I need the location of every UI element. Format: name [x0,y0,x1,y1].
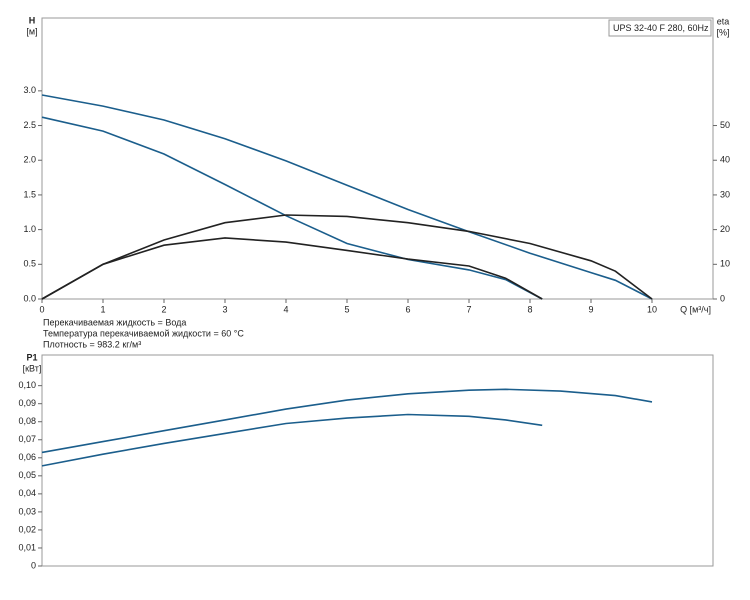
curve [41,388,653,454]
curve [41,214,653,300]
y-axis-label: H [29,15,36,25]
note: Плотность = 983.2 кг/м³ [43,339,141,349]
y-tick-label: 2.0 [23,155,36,165]
y-axis-label: P1 [26,352,37,362]
curve [41,94,653,300]
curve [41,413,543,467]
x-tick-label: 6 [405,304,410,314]
y2-tick-label: 10 [720,259,730,269]
curve [41,116,543,300]
legend-label: UPS 32-40 F 280, 60Hz [613,23,709,33]
y-tick-label: 0,06 [18,452,36,462]
y-tick-label: 0.5 [23,259,36,269]
x-tick-label: 9 [588,304,593,314]
y-tick-label: 0,03 [18,506,36,516]
x-tick-label: 3 [222,304,227,314]
y-tick-label: 0,02 [18,524,36,534]
y-tick-label: 1.5 [23,189,36,199]
x-tick-label: 7 [466,304,471,314]
x-tick-label: 5 [344,304,349,314]
y-tick-label: 0,05 [18,470,36,480]
y-axis-unit: [м] [26,26,37,36]
y-tick-label: 0,01 [18,542,36,552]
x-tick-label: 4 [283,304,288,314]
plot-frame [41,17,714,300]
y-tick-label: 3.0 [23,85,36,95]
y2-tick-label: 40 [720,155,730,165]
y2-axis-label: eta [717,16,730,26]
y-axis-unit: [кВт] [23,363,42,373]
curve [41,237,543,300]
note: Температура перекачиваемой жидкости = 60… [43,328,244,338]
y-tick-label: 1.0 [23,224,36,234]
plot-frame [41,354,714,567]
legend-box [608,19,712,37]
note: Перекачиваемая жидкость = Вода [43,317,186,327]
y2-tick-label: 30 [720,189,730,199]
y2-tick-label: 0 [720,293,725,303]
y-tick-label: 0,08 [18,416,36,426]
x-tick-label: 1 [100,304,105,314]
x-tick-label: 8 [527,304,532,314]
y2-tick-label: 50 [720,120,730,130]
y2-tick-label: 20 [720,224,730,234]
y-tick-label: 2.5 [23,120,36,130]
x-axis-label: Q [м³/ч] [680,304,711,314]
y-tick-label: 0.0 [23,293,36,303]
x-tick-label: 10 [647,304,657,314]
x-tick-label: 2 [161,304,166,314]
y-tick-label: 0,09 [18,398,36,408]
y-tick-label: 0,07 [18,434,36,444]
y-tick-label: 0,04 [18,488,36,498]
y2-axis-unit: [%] [716,27,729,37]
x-tick-label: 0 [39,304,44,314]
y-tick-label: 0,10 [18,380,36,390]
y-tick-label: 0 [31,560,36,570]
